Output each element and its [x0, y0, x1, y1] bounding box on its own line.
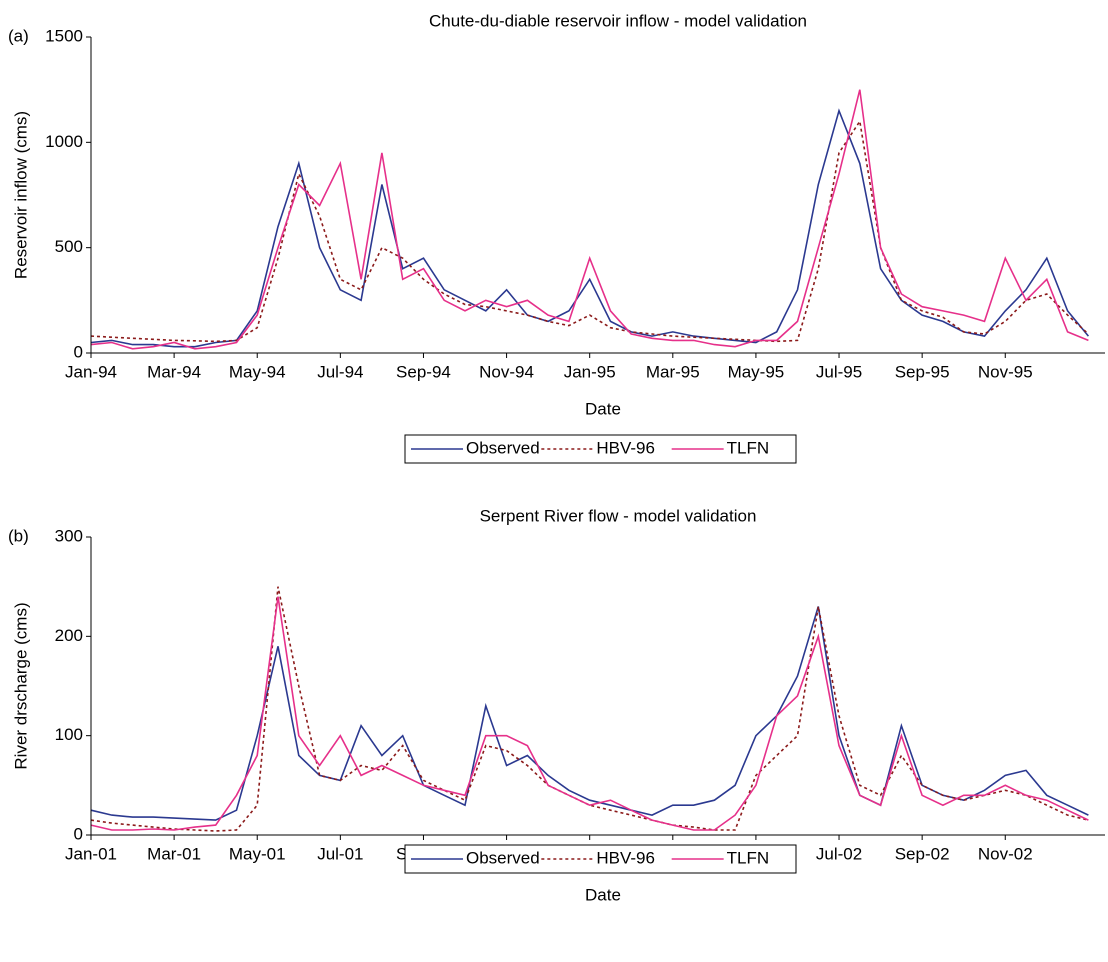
- y-tick-label: 0: [74, 342, 83, 361]
- legend-label: HBV-96: [596, 438, 655, 457]
- x-tick-label: Mar-95: [646, 362, 700, 381]
- x-tick-label: Jul-02: [816, 844, 862, 863]
- x-axis-title: Date: [585, 885, 621, 904]
- x-tick-label: Nov-02: [978, 844, 1033, 863]
- series-line: [90, 606, 1089, 821]
- panel-label: (a): [8, 26, 29, 45]
- y-tick-label: 300: [55, 526, 83, 545]
- x-tick-label: Mar-94: [147, 362, 201, 381]
- y-axis-title: River drscharge (cms): [11, 602, 30, 769]
- y-tick-label: 1000: [45, 132, 83, 151]
- x-tick-label: Jan-94: [65, 362, 117, 381]
- x-tick-label: Sep-94: [396, 362, 451, 381]
- legend-label: Observed: [466, 848, 540, 867]
- chart-title: Chute-du-diable reservoir inflow - model…: [429, 11, 807, 30]
- x-tick-label: May-01: [229, 844, 286, 863]
- x-tick-label: May-95: [728, 362, 785, 381]
- series-line: [90, 596, 1089, 831]
- y-tick-label: 0: [74, 824, 83, 843]
- x-tick-label: Sep-95: [895, 362, 950, 381]
- legend-label: Observed: [466, 438, 540, 457]
- x-tick-label: Jul-01: [317, 844, 363, 863]
- legend-label: TLFN: [727, 848, 770, 867]
- series-line: [90, 108, 1090, 348]
- x-tick-label: Jul-95: [816, 362, 862, 381]
- legend-box: [404, 844, 797, 874]
- chart-title: Serpent River flow - model validation: [480, 506, 757, 525]
- legend-box: [404, 434, 797, 464]
- y-tick-label: 100: [55, 725, 83, 744]
- x-tick-label: Sep-02: [895, 844, 950, 863]
- x-tick-label: Nov-94: [479, 362, 534, 381]
- legend-label: HBV-96: [596, 848, 655, 867]
- panel-label: (b): [8, 526, 29, 545]
- y-tick-label: 500: [55, 237, 83, 256]
- x-tick-label: Jan-95: [564, 362, 616, 381]
- x-axis-title: Date: [585, 399, 621, 418]
- x-tick-label: Mar-01: [147, 844, 201, 863]
- y-axis-title: Reservoir inflow (cms): [11, 111, 30, 279]
- x-tick-label: May-94: [229, 362, 286, 381]
- x-tick-label: Nov-95: [978, 362, 1033, 381]
- y-tick-label: 1500: [45, 26, 83, 45]
- legend-label: TLFN: [727, 438, 770, 457]
- series-line: [90, 89, 1089, 350]
- series-line: [90, 119, 1089, 343]
- y-tick-label: 200: [55, 626, 83, 645]
- x-tick-label: Jul-94: [317, 362, 363, 381]
- x-tick-label: Jan-01: [65, 844, 117, 863]
